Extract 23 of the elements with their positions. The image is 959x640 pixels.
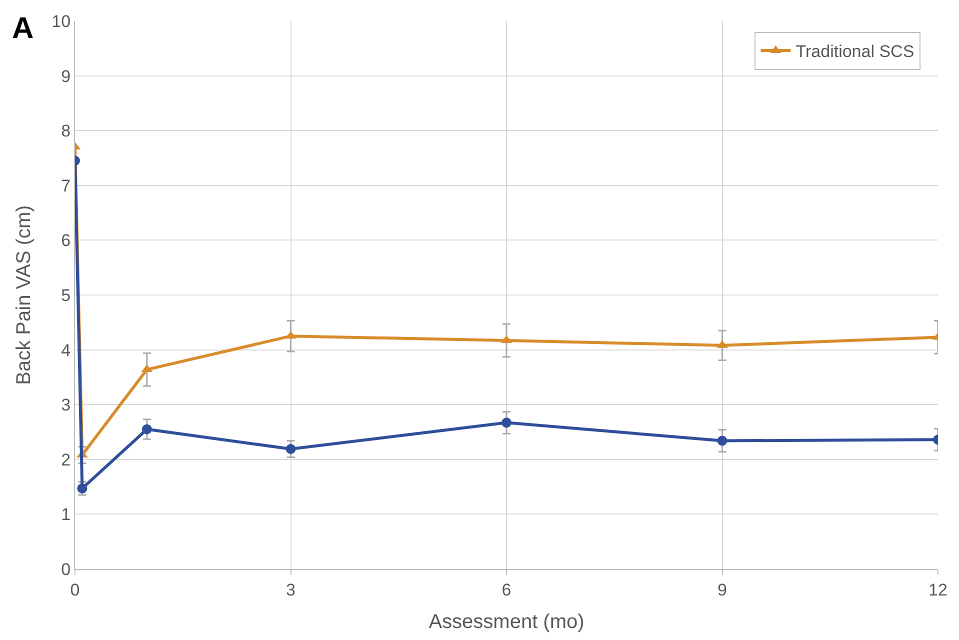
y-tick-label: 6 [61, 231, 71, 250]
y-tick-label: 5 [61, 286, 71, 305]
x-tick-label: 12 [928, 580, 948, 600]
point [286, 444, 296, 454]
y-tick-label: 8 [61, 122, 71, 141]
y-tick-label: 0 [61, 560, 71, 579]
y-axis-title: Back Pain VAS (cm) [13, 205, 36, 385]
x-tick-label: 3 [286, 580, 296, 600]
y-tick-label: 9 [61, 66, 71, 86]
y-tick-label: 2 [61, 450, 71, 470]
point [502, 418, 512, 428]
y-tick-label: 10 [52, 12, 71, 31]
point [142, 424, 152, 434]
y-tick-label: 1 [61, 505, 71, 524]
x-tick-label: 6 [502, 580, 512, 600]
legend-label: Traditional SCS [796, 42, 914, 62]
point [717, 436, 728, 446]
y-tick-label: 4 [61, 340, 71, 360]
y-tick-label: 3 [61, 396, 71, 415]
y-tick-label: 7 [61, 176, 71, 196]
text: A [12, 12, 34, 45]
x-tick-label: 9 [718, 580, 727, 600]
x-axis-title: Assessment (mo) [428, 610, 584, 633]
